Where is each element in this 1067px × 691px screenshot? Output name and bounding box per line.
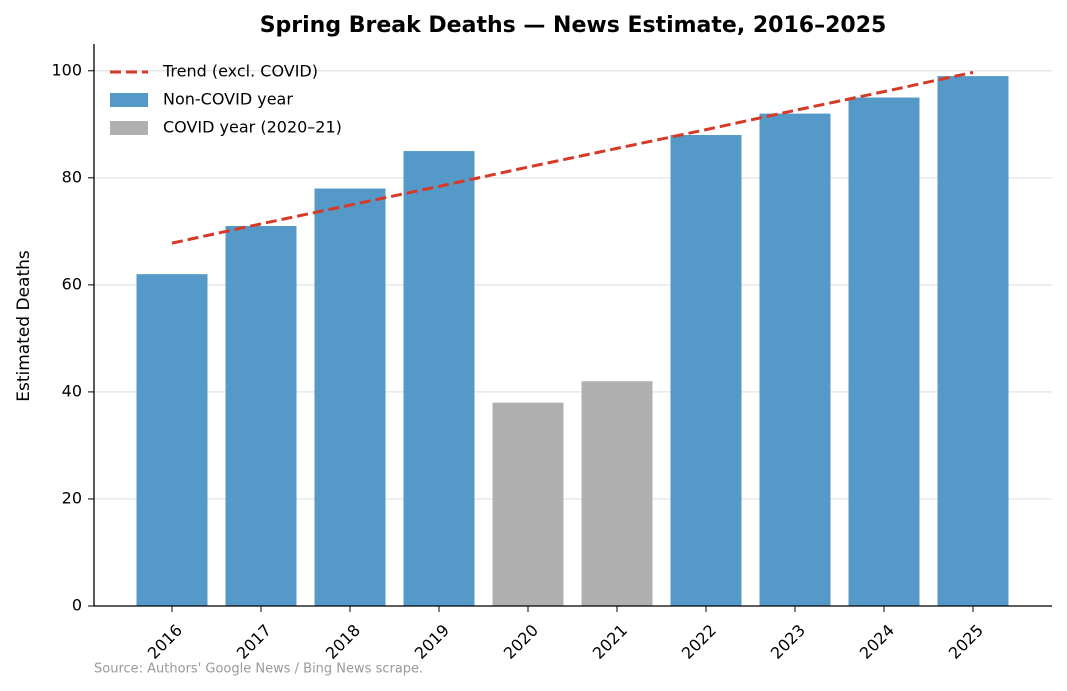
bar xyxy=(759,113,831,606)
bar xyxy=(670,134,742,606)
y-tick-label: 0 xyxy=(72,596,82,615)
chart-title: Spring Break Deaths — News Estimate, 201… xyxy=(260,13,887,38)
x-tick-label: 2023 xyxy=(767,621,809,663)
x-tick-label: 2019 xyxy=(411,621,453,663)
x-tick-label: 2017 xyxy=(233,621,275,663)
legend-label: Non-COVID year xyxy=(163,90,293,109)
legend-label: Trend (excl. COVID) xyxy=(162,62,318,81)
y-tick-label: 40 xyxy=(62,381,82,400)
bar xyxy=(581,381,653,606)
legend-label: COVID year (2020–21) xyxy=(163,118,342,137)
bar xyxy=(314,188,386,606)
bar xyxy=(937,76,1009,607)
trend-line xyxy=(171,70,974,245)
x-tick-label: 2025 xyxy=(945,621,987,663)
x-tick-label: 2022 xyxy=(678,621,720,663)
x-tick-label: 2018 xyxy=(322,621,364,663)
source-note: Source: Authors' Google News / Bing News… xyxy=(94,662,423,677)
bar xyxy=(403,151,475,607)
bar xyxy=(848,97,920,607)
bar xyxy=(492,402,564,606)
y-tick-label: 20 xyxy=(62,488,82,507)
x-tick-label: 2016 xyxy=(144,621,186,663)
x-tick-label: 2024 xyxy=(856,621,898,663)
bar xyxy=(225,225,297,606)
legend-swatch xyxy=(110,121,148,135)
y-tick-label: 80 xyxy=(62,167,82,186)
y-tick-label: 100 xyxy=(51,60,82,79)
x-tick-label: 2020 xyxy=(500,621,542,663)
bar xyxy=(136,274,208,606)
x-tick-label: 2021 xyxy=(589,621,631,663)
y-axis-label: Estimated Deaths xyxy=(14,250,34,402)
y-tick-label: 60 xyxy=(62,274,82,293)
legend-swatch xyxy=(110,93,148,107)
